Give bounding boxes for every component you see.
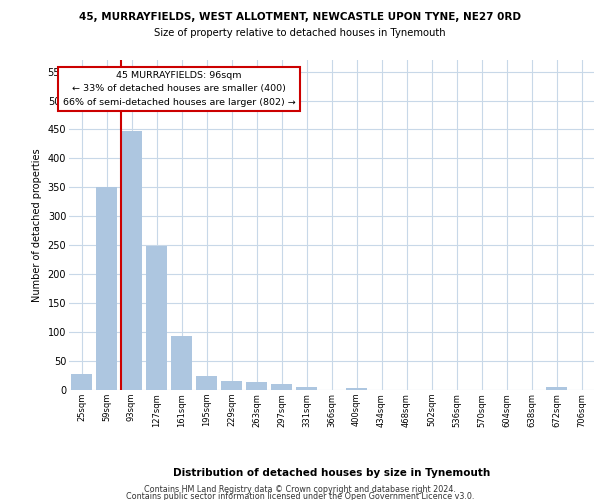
Bar bbox=[171, 336, 192, 390]
Bar bbox=[121, 131, 142, 390]
Bar bbox=[96, 188, 117, 390]
Text: Distribution of detached houses by size in Tynemouth: Distribution of detached houses by size … bbox=[173, 468, 490, 477]
Text: Contains HM Land Registry data © Crown copyright and database right 2024.: Contains HM Land Registry data © Crown c… bbox=[144, 484, 456, 494]
Text: Contains public sector information licensed under the Open Government Licence v3: Contains public sector information licen… bbox=[126, 492, 474, 500]
Bar bbox=[346, 388, 367, 390]
Bar bbox=[146, 246, 167, 390]
Bar bbox=[221, 382, 242, 390]
Text: 45 MURRAYFIELDS: 96sqm
← 33% of detached houses are smaller (400)
66% of semi-de: 45 MURRAYFIELDS: 96sqm ← 33% of detached… bbox=[62, 71, 295, 106]
Text: Size of property relative to detached houses in Tynemouth: Size of property relative to detached ho… bbox=[154, 28, 446, 38]
Text: 45, MURRAYFIELDS, WEST ALLOTMENT, NEWCASTLE UPON TYNE, NE27 0RD: 45, MURRAYFIELDS, WEST ALLOTMENT, NEWCAS… bbox=[79, 12, 521, 22]
Bar bbox=[71, 374, 92, 390]
Bar bbox=[271, 384, 292, 390]
Y-axis label: Number of detached properties: Number of detached properties bbox=[32, 148, 42, 302]
Bar bbox=[196, 376, 217, 390]
Bar bbox=[296, 386, 317, 390]
Bar bbox=[246, 382, 267, 390]
Bar bbox=[546, 387, 567, 390]
